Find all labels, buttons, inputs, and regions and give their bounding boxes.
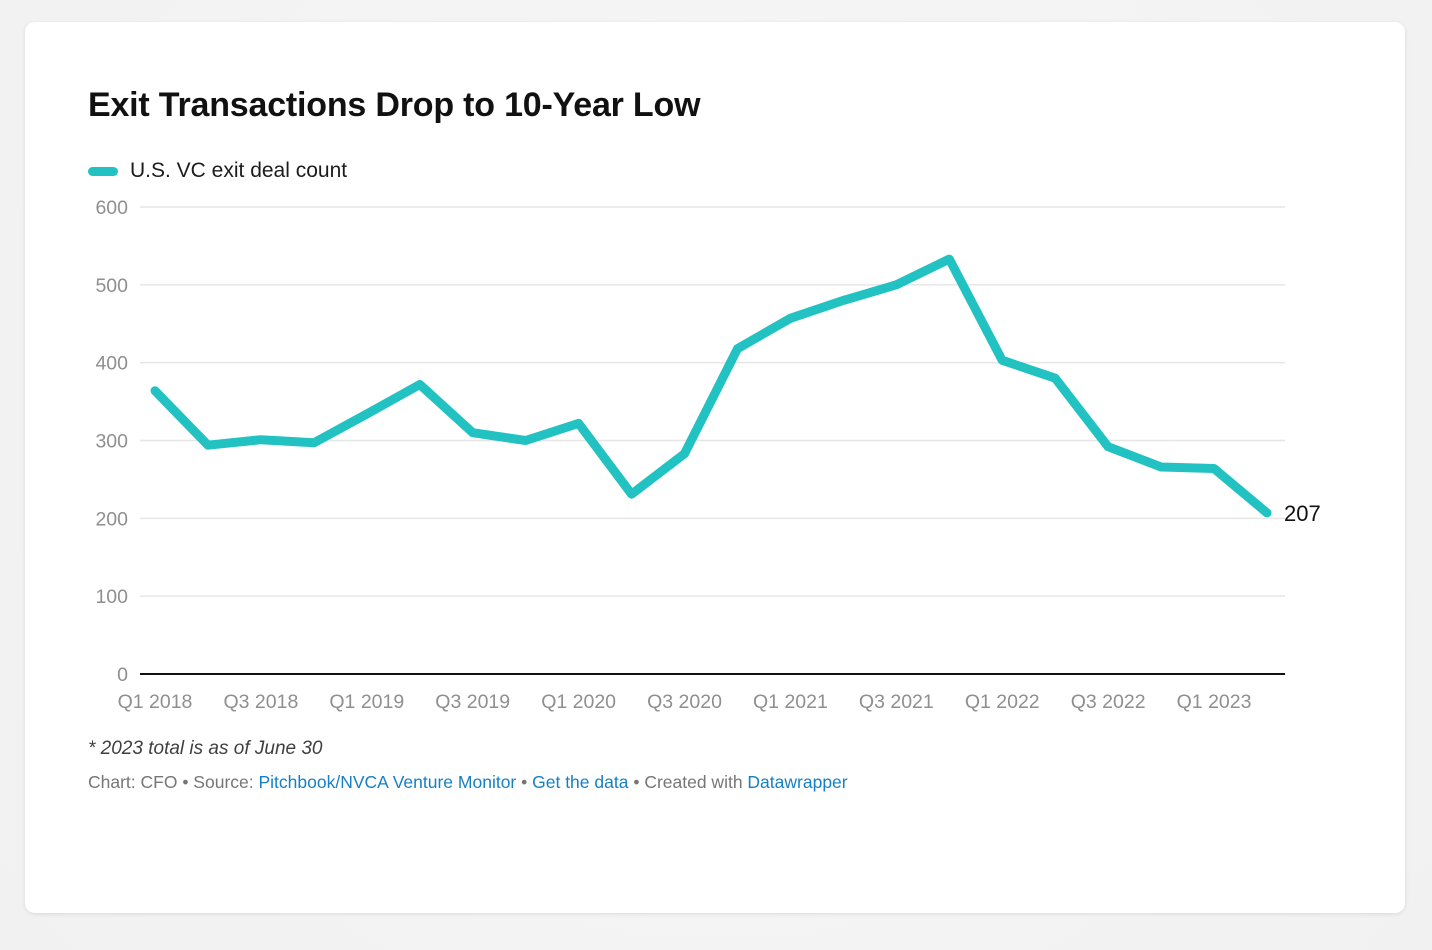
x-axis-tick-label: Q1 2022 bbox=[965, 691, 1040, 713]
page-title: Exit Transactions Drop to 10-Year Low bbox=[88, 86, 701, 124]
x-axis-tick-label: Q1 2020 bbox=[541, 691, 616, 713]
chart-card: Exit Transactions Drop to 10-Year Low U.… bbox=[25, 22, 1405, 913]
x-axis-tick-label: Q1 2021 bbox=[753, 691, 828, 713]
attribution-text: • bbox=[516, 772, 533, 792]
chart-area: 0 100 200 300 400 500 600 Q1 2018 Q3 2018 Q1 2019… bbox=[88, 189, 1342, 724]
attribution-text: • bbox=[628, 772, 645, 792]
attribution-link[interactable]: Datawrapper bbox=[747, 772, 848, 792]
x-axis-tick-label: Q1 2018 bbox=[118, 691, 193, 713]
x-axis-tick-label: Q3 2019 bbox=[435, 691, 510, 713]
x-axis-tick-label: Q3 2021 bbox=[859, 691, 934, 713]
chart-footnote: * 2023 total is as of June 30 bbox=[88, 738, 323, 759]
attribution-link[interactable]: Pitchbook/NVCA Venture Monitor bbox=[258, 772, 517, 792]
y-axis-tick-label: 0 bbox=[117, 664, 128, 686]
x-axis-tick-label: Q3 2020 bbox=[647, 691, 722, 713]
x-axis-tick-label: Q1 2023 bbox=[1177, 691, 1252, 713]
legend-label: U.S. VC exit deal count bbox=[130, 159, 348, 182]
x-axis-tick-label: Q3 2018 bbox=[223, 691, 298, 713]
series-line bbox=[150, 254, 1272, 518]
y-axis-tick-label: 400 bbox=[95, 353, 128, 375]
y-axis-tick-label: 500 bbox=[95, 275, 128, 297]
attribution: Chart: CFO • Source: Pitchbook/NVCA Vent… bbox=[88, 772, 1342, 793]
attribution-text: Chart: CFO • Source: bbox=[88, 772, 259, 792]
attribution-text: Created with bbox=[644, 772, 748, 792]
attribution-link[interactable]: Get the data bbox=[532, 772, 629, 792]
legend-line-swatch bbox=[88, 166, 118, 176]
y-axis-tick-label: 200 bbox=[95, 508, 128, 530]
y-axis-tick-label: 600 bbox=[95, 197, 128, 219]
x-axis-tick-label: Q3 2022 bbox=[1071, 691, 1146, 713]
chart-svg: 0 100 200 300 400 500 600 Q1 2018 Q3 2018 Q1 2019… bbox=[95, 197, 1321, 713]
x-axis-tick-label: Q1 2019 bbox=[329, 691, 404, 713]
end-value-label: 207 bbox=[1284, 501, 1321, 526]
y-axis-tick-label: 100 bbox=[95, 586, 128, 608]
legend: U.S. VC exit deal count bbox=[88, 159, 1342, 183]
y-axis-tick-label: 300 bbox=[95, 431, 128, 453]
